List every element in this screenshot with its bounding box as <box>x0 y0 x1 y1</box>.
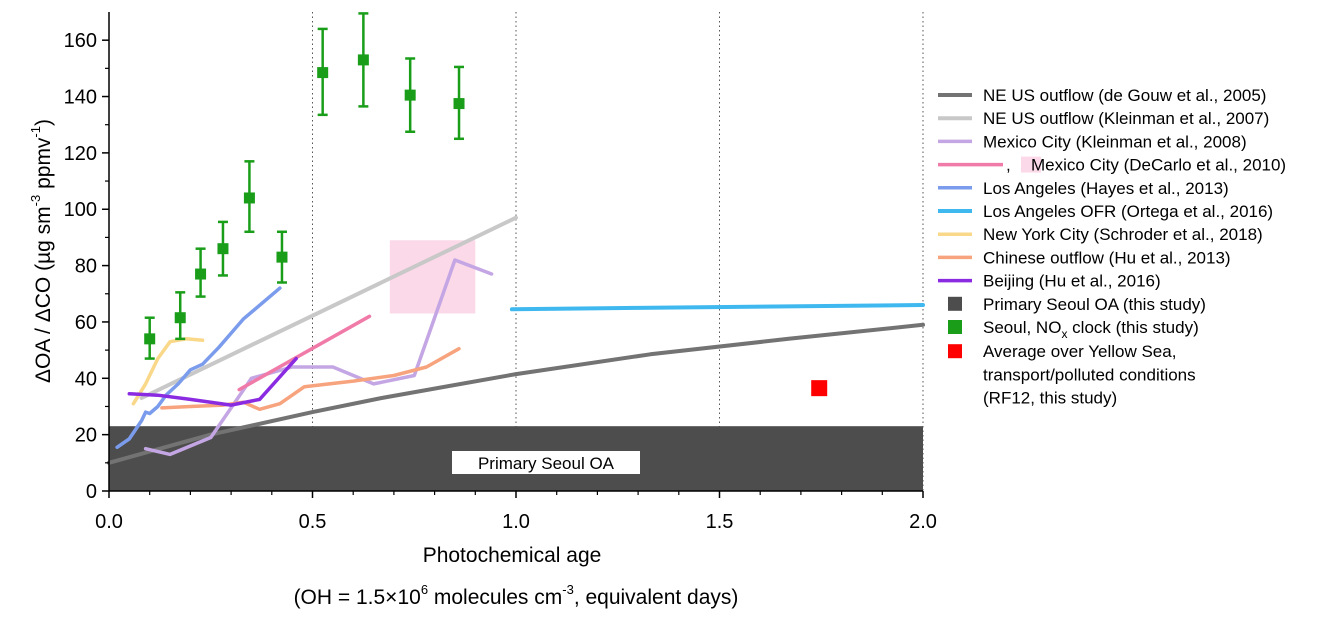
y-axis-title: ΔOA / ΔCO (µg sm-3 ppmv-1) <box>28 119 55 383</box>
x-tick-label-4: 2.0 <box>909 511 937 533</box>
legend-comma: , <box>1006 156 1011 175</box>
legend-label-2: Mexico City (Kleinman et al., 2008) <box>983 132 1247 151</box>
x-axis-subtitle-part-mid: molecules cm <box>428 586 562 609</box>
legend-seoul-end: clock (this study) <box>1067 318 1198 337</box>
seoul-nox-point-7 <box>357 54 369 66</box>
y-tick-label-5: 100 <box>64 199 97 221</box>
y-tick-label-7: 140 <box>64 87 97 109</box>
seoul-nox-point-2 <box>195 268 207 280</box>
y-axis-title-part-main: ΔOA / ΔCO (µg sm <box>32 206 55 383</box>
seoul-nox-point-0 <box>144 333 156 345</box>
series-line-8 <box>127 356 298 407</box>
legend-label-4: Los Angeles (Hayes et al., 2013) <box>983 179 1229 198</box>
axes-layer: 0 20 40 60 80 100 120 140 160 0.0 0.5 1.0 1.5 2.0 Phot… <box>28 12 937 609</box>
series-line-7 <box>160 346 461 412</box>
legend-seoul-label: Seoul, NOx clock (this study) <box>983 318 1199 341</box>
x-tick-label-0: 0.0 <box>95 511 123 533</box>
legend-yellow-sea-label-0: Average over Yellow Sea, <box>983 342 1176 361</box>
legend-shade-swatch <box>1021 156 1041 173</box>
legend-label-0: NE US outflow (de Gouw et al., 2005) <box>983 86 1266 105</box>
y-axis-title-part-exp1: -3 <box>28 195 43 207</box>
series-line-0 <box>107 322 925 465</box>
legend-seoul-main: Seoul, NO <box>983 318 1061 337</box>
series-line-1 <box>139 215 518 400</box>
seoul-nox-point-3 <box>217 243 229 255</box>
x-tick-label-3: 1.5 <box>706 511 734 533</box>
x-axis-subtitle-part-exp2: -3 <box>562 582 574 597</box>
y-axis-title-part-end: ) <box>32 119 55 126</box>
x-axis-subtitle-part-suffix: , equivalent days) <box>574 586 739 609</box>
y-tick-label-3: 60 <box>75 312 97 334</box>
y-tick-label-1: 20 <box>75 425 97 447</box>
legend: NE US outflow (de Gouw et al., 2005) NE U… <box>938 86 1286 408</box>
series-layer <box>107 215 925 465</box>
seoul-nox-point-6 <box>317 67 329 79</box>
x-tick-label-1: 0.5 <box>299 511 327 533</box>
legend-yellow-sea-swatch <box>948 344 962 359</box>
legend-primary-swatch <box>948 296 962 311</box>
seoul-nox-point-1 <box>174 312 186 324</box>
primary-seoul-oa-label: Primary Seoul OA <box>478 454 615 473</box>
y-tick-label-8: 160 <box>64 30 97 52</box>
x-axis-title: Photochemical age <box>423 544 602 567</box>
seoul-nox-point-4 <box>243 192 255 204</box>
y-tick-label-2: 40 <box>75 368 97 390</box>
y-axis-title-part-exp2: -1 <box>28 126 43 138</box>
series-line-2 <box>143 258 494 457</box>
y-tick-label-6: 120 <box>64 143 97 165</box>
seoul-nox-point-9 <box>453 98 465 110</box>
plot-background-layer: Primary Seoul OA <box>109 12 924 491</box>
legend-label-8: Beijing (Hu et al., 2016) <box>983 272 1161 291</box>
legend-label-7: Chinese outflow (Hu et al., 2013) <box>983 248 1231 267</box>
x-axis-subtitle-part-exp: 6 <box>421 582 428 597</box>
markers-layer <box>144 12 828 397</box>
legend-label-5: Los Angeles OFR (Ortega et al., 2016) <box>983 202 1273 221</box>
legend-yellow-sea-label-2: (RF12, this study) <box>983 389 1117 408</box>
seoul-nox-point-8 <box>404 89 416 101</box>
y-axis-title-part-mid: ppmv <box>32 137 55 195</box>
series-line-5 <box>509 303 925 312</box>
legend-yellow-sea-label-1: transport/polluted conditions <box>983 365 1196 384</box>
x-axis-subtitle: (OH = 1.5×106 molecules cm-3, equivalent… <box>294 582 739 609</box>
legend-label-3: Mexico City (DeCarlo et al., 2010) <box>1031 156 1286 175</box>
legend-seoul-sub: x <box>1061 327 1067 341</box>
x-tick-label-2: 1.0 <box>502 511 530 533</box>
yellow-sea-point <box>811 380 828 397</box>
primary-seoul-oa-label-bg <box>452 451 640 474</box>
legend-primary-label: Primary Seoul OA (this study) <box>983 295 1206 314</box>
legend-seoul-swatch <box>948 320 962 334</box>
seoul-nox-point-5 <box>276 251 288 263</box>
legend-label-1: NE US outflow (Kleinman et al., 2007) <box>983 109 1269 128</box>
y-tick-label-4: 80 <box>75 256 97 278</box>
series-line-3 <box>237 314 372 392</box>
mexico-city-decarlo-region <box>389 240 476 314</box>
y-tick-label-0: 0 <box>86 481 97 503</box>
series-line-6 <box>131 337 205 406</box>
x-axis-subtitle-part-prefix: (OH = 1.5×10 <box>294 586 421 609</box>
legend-label-6: New York City (Schroder et al., 2018) <box>983 225 1263 244</box>
